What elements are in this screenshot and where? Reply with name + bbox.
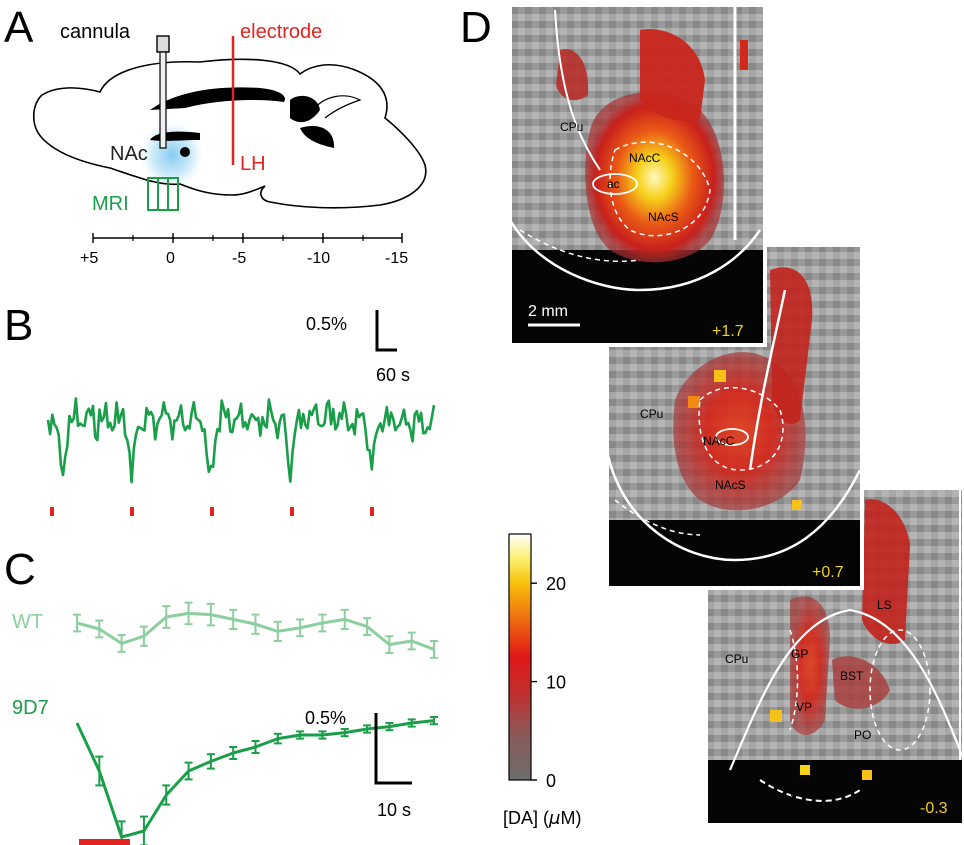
scale-x-label-b: 60 s (376, 365, 410, 385)
scale-x-label-c: 10 s (377, 800, 411, 820)
corpus-callosum (150, 87, 285, 110)
cannula-label: cannula (60, 21, 131, 43)
stim-marker (50, 507, 54, 516)
scale-bar-b (375, 310, 397, 352)
panel-c: C WT 9D7 0.5% 10 s (4, 545, 438, 845)
scale-bar-label: 2 mm (528, 303, 568, 320)
panel-b: B 0.5% 60 s (4, 301, 436, 516)
region-label: NAcC (703, 434, 735, 448)
slice-coord: +0.7 (812, 564, 844, 581)
ap-tick-label: -15 (385, 250, 408, 267)
wt-label: WT (12, 611, 43, 633)
mri-slice-3 (167, 177, 179, 211)
region-label: CPu (725, 652, 748, 666)
hippocampus (290, 95, 320, 123)
stim-markers-b (50, 507, 374, 516)
signal-trace-b (46, 397, 436, 484)
midbrain-structure (300, 126, 335, 148)
scale-bar-c (374, 713, 412, 785)
scale-y-label-b: 0.5% (306, 314, 347, 334)
region-label: Tu (630, 260, 644, 274)
region-label: NAcS (648, 210, 679, 224)
wt-line (76, 611, 435, 651)
cannula-head (156, 35, 170, 53)
brain-sagittal-outline (32, 58, 427, 209)
ap-tick-label: 0 (166, 250, 175, 267)
panel-d: D CPu GP LS BST VP PO Tu -0.3 (460, 3, 964, 829)
stim-marker (130, 507, 134, 516)
colorbar-tick-label: 20 (546, 574, 566, 594)
ap-axis-ticks (92, 233, 403, 243)
colorbar-title: [DA] (μM) (503, 808, 581, 829)
region-label: PO (854, 728, 871, 742)
region-label: ac (607, 177, 620, 191)
ap-tick-label: -5 (232, 250, 246, 267)
stim-marker (290, 507, 294, 516)
stim-marker (370, 507, 374, 516)
ap-tick-label: +5 (80, 250, 98, 267)
scale-y-label-c: 0.5% (305, 708, 346, 728)
colorbar-tick-label: 0 (546, 771, 556, 791)
nac-label: NAc (110, 143, 148, 165)
colorbar-ticks: 0 10 20 (531, 574, 566, 791)
cannula-shaft (159, 51, 167, 149)
region-label: GP (791, 647, 808, 661)
panel-a: A cannula electrode NAc LH MRI (4, 3, 427, 267)
region-label: Tu (700, 529, 714, 543)
region-label: CPu (560, 120, 583, 134)
colorbar-tick-label: 10 (546, 673, 566, 693)
region-label: CPu (640, 407, 663, 421)
region-label: NAcS (715, 478, 746, 492)
region-label: LS (877, 598, 892, 612)
slice-plus-1-7: CPu NAcC ac NAcS Tu (510, 5, 765, 345)
panel-label-d: D (460, 3, 492, 52)
region-label: Tu (788, 785, 802, 799)
panel-label-c: C (4, 545, 36, 594)
region-label: NAcC (629, 151, 661, 165)
stim-marker (210, 507, 214, 516)
slice-frame (508, 3, 767, 347)
cerebellum-fold (314, 95, 362, 119)
slice-coord: -0.3 (920, 800, 948, 817)
region-label: VP (796, 700, 812, 714)
mri-label: MRI (92, 193, 129, 215)
panel-label-b: B (4, 301, 33, 350)
colorbar (508, 533, 532, 781)
ap-tick-label: -10 (307, 250, 330, 267)
panel-label-a: A (4, 3, 34, 52)
slice-coord: +1.7 (712, 323, 744, 340)
ac-dot (180, 147, 190, 157)
lh-label: LH (240, 153, 266, 175)
mutant-label: 9D7 (12, 697, 49, 719)
region-label: BST (840, 669, 864, 683)
electrode-label: electrode (240, 21, 322, 43)
